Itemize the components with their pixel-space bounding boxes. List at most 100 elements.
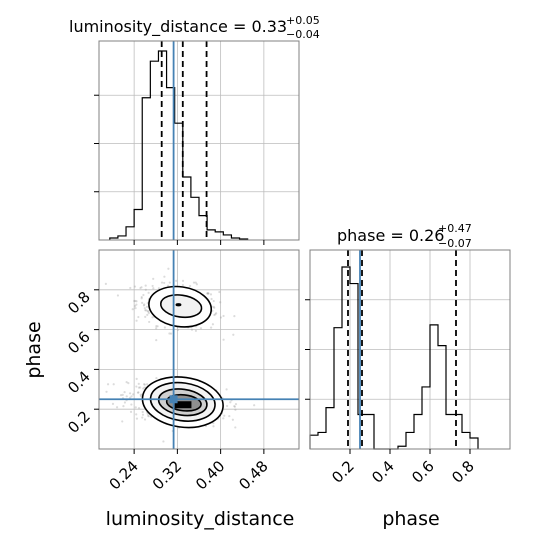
scatter-point: [133, 285, 137, 288]
scatter-point: [127, 382, 130, 385]
scatter-point: [119, 394, 123, 397]
scatter-point: [129, 286, 132, 290]
scatter-point: [223, 414, 226, 417]
scatter-point: [189, 284, 192, 288]
truth-marker: [169, 395, 178, 404]
scatter-point: [137, 407, 141, 410]
y-tick-label-phase: 0.2: [64, 407, 94, 437]
scatter-point: [141, 416, 144, 419]
scatter-point: [139, 393, 142, 396]
scatter-point: [146, 414, 150, 417]
scatter-point: [116, 294, 120, 297]
scatter-point: [142, 387, 145, 390]
scatter-point: [199, 327, 203, 330]
scatter-point: [195, 283, 198, 286]
scatter-point: [214, 313, 217, 316]
scatter-point: [122, 405, 125, 408]
scatter-point: [192, 281, 196, 284]
scatter-point: [218, 290, 221, 294]
scatter-point: [121, 420, 124, 423]
scatter-point: [147, 291, 150, 294]
scatter-point: [222, 314, 225, 318]
x-tick-label-phase: 0.4: [368, 457, 398, 487]
scatter-point: [145, 305, 149, 308]
scatter-point: [212, 425, 215, 428]
scatter-point: [233, 405, 236, 408]
y-tick-label-phase: 0.4: [64, 368, 94, 398]
scatter-point: [206, 292, 209, 295]
x-tick-label-luminosity: 0.32: [149, 457, 185, 493]
title-phase-plus: +0.47: [438, 222, 472, 235]
scatter-point: [155, 339, 158, 342]
scatter-point: [137, 391, 140, 394]
scatter-point: [155, 327, 158, 330]
scatter-point: [144, 309, 147, 312]
scatter-point: [207, 292, 210, 295]
scatter-point: [112, 383, 115, 386]
scatter-point: [213, 306, 216, 309]
scatter-point: [111, 402, 115, 405]
scatter-point: [142, 304, 146, 307]
scatter-point: [128, 392, 132, 395]
scatter-point: [160, 281, 164, 284]
scatter-point: [130, 403, 133, 406]
scatter-point: [181, 283, 184, 287]
scatter-point: [233, 314, 236, 318]
scatter-point: [135, 413, 138, 416]
axes-frame: [98, 249, 300, 450]
scatter-point: [181, 279, 185, 282]
scatter-point: [125, 395, 128, 398]
scatter-point: [135, 319, 138, 322]
scatter-point: [135, 417, 139, 420]
scatter-point: [139, 395, 143, 398]
scatter-point: [210, 297, 213, 301]
scatter-point: [123, 391, 126, 394]
scatter-point: [130, 395, 133, 398]
scatter-point: [123, 401, 127, 404]
scatter-point: [163, 326, 166, 329]
scatter-point: [129, 410, 133, 414]
scatter-point: [209, 293, 213, 296]
scatter-point: [144, 284, 147, 287]
scatter-point: [234, 403, 238, 406]
scatter-point: [231, 418, 234, 421]
scatter-point: [140, 295, 143, 299]
scatter-point: [155, 325, 158, 328]
scatter-point: [162, 440, 165, 443]
scatter-point: [105, 390, 108, 393]
x-tick-label-luminosity: 0.40: [192, 457, 228, 493]
scatter-point: [137, 382, 140, 385]
scatter-point: [141, 301, 144, 304]
scatter-point: [131, 308, 134, 311]
scatter-point: [167, 284, 170, 287]
scatter-point: [190, 328, 194, 331]
title-lum-minus: −0.04: [286, 28, 320, 41]
scatter-point: [169, 332, 173, 335]
title-luminosity-distance: luminosity_distance = 0.33: [69, 17, 287, 37]
scatter-point: [222, 417, 225, 420]
scatter-point: [133, 299, 136, 303]
scatter-point: [163, 281, 166, 285]
histogram-phase: [309, 266, 479, 450]
scatter-point: [144, 315, 147, 318]
x-tick-label-luminosity: 0.24: [106, 457, 142, 493]
density-contour: [159, 294, 203, 319]
scatter-point: [137, 386, 141, 389]
scatter-point: [139, 386, 142, 389]
y-axis-label-phase: phase: [23, 321, 45, 378]
scatter-point: [152, 277, 155, 280]
scatter-point: [132, 393, 135, 396]
scatter-point: [228, 415, 231, 418]
scatter-point: [151, 316, 154, 319]
scatter-point: [146, 313, 149, 317]
scatter-point: [157, 287, 160, 290]
title-phase: phase = 0.26: [337, 226, 444, 245]
x-tick-label-phase: 0.8: [448, 457, 478, 487]
x-axis-label-phase: phase: [382, 508, 439, 530]
title-phase-minus: −0.07: [438, 237, 472, 250]
scatter-point: [213, 313, 216, 317]
x-tick-label-phase: 0.2: [328, 457, 358, 487]
scatter-point: [148, 320, 151, 324]
y-tick-label-phase: 0.8: [64, 288, 94, 318]
scatter-point: [140, 286, 143, 289]
